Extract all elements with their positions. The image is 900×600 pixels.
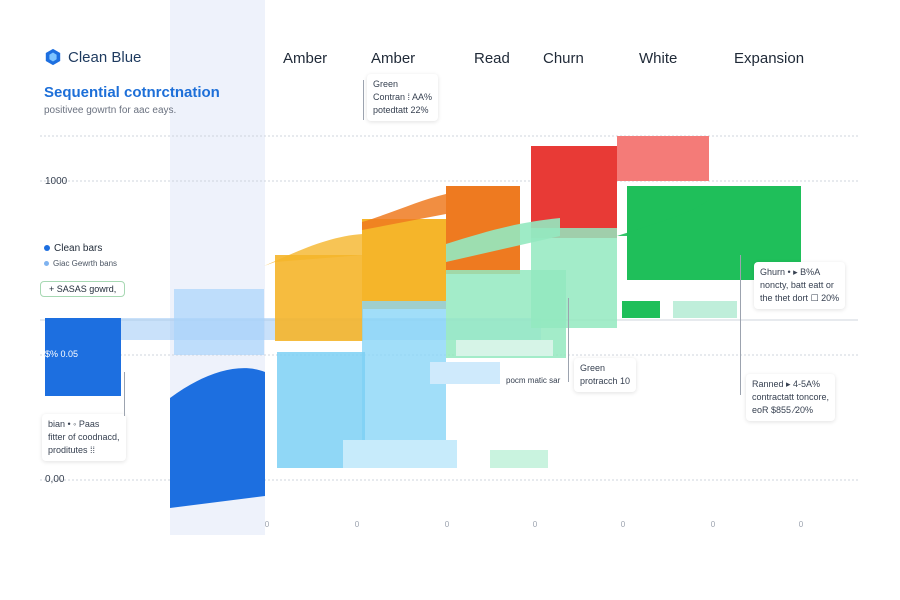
bar-connector	[617, 200, 709, 236]
legend-swatch	[44, 245, 50, 252]
bar-block	[617, 136, 709, 181]
column-header: Expansion	[734, 50, 805, 67]
annotation-right-bottom: Ranned ▸ 4-5A% contractatt toncore, eoR …	[746, 374, 836, 421]
chart-title: Sequential cotnrctnation	[44, 84, 220, 101]
annotation-line: contractatt toncore,	[752, 392, 830, 402]
annotation-title: Green	[580, 363, 606, 373]
bar-block	[343, 440, 457, 468]
bar-block	[622, 301, 660, 318]
annotation-line: Ghurn • ▸ B%A	[760, 267, 821, 277]
bar-block	[275, 255, 363, 341]
annotation-line: noncty, batt eatt or	[760, 280, 834, 290]
x-tick-label: 0	[798, 520, 804, 529]
annotation-top: Green Contran ⁞ AA% potedtatt 22%	[367, 74, 439, 121]
annotation-line: potedtatt 22%	[373, 105, 429, 115]
bar-block	[531, 228, 617, 328]
legend-item[interactable]: Clean bars	[44, 243, 117, 254]
annotation-leader	[740, 255, 741, 395]
column-header: White	[639, 50, 678, 67]
annotation-line: bian • ◦ Paas	[48, 419, 100, 429]
annotation-line: eoR $855 ⁄20%	[752, 405, 814, 415]
annotation-left-bottom: bian • ◦ Paas fitter of coodnacd, prodit…	[42, 414, 126, 461]
hexagon-logo-icon	[45, 48, 61, 66]
column-header: Amber	[371, 50, 416, 67]
annotation-leader	[568, 298, 569, 382]
bar-connector	[446, 218, 560, 262]
brand-name: Clean Blue	[68, 48, 142, 66]
x-tick-label: 0	[620, 520, 626, 529]
y-tick-label: 1000	[45, 176, 68, 187]
annotation-mid: Green protracch 10	[574, 358, 637, 392]
column-header: Amber	[283, 50, 328, 67]
bar-block	[430, 362, 500, 384]
bar-connector	[264, 234, 363, 266]
annotation-line: Contran ⁞ AA%	[373, 92, 433, 102]
annotation-line: fitter of coodnacd,	[48, 432, 120, 442]
column-header: Churn	[543, 50, 584, 67]
x-tick-label: 0	[354, 520, 360, 529]
x-tick-label: 0	[444, 520, 450, 529]
bar-connector	[362, 194, 446, 230]
bar-block	[45, 318, 121, 396]
add-series-pill[interactable]: + SASAS gowrd,	[40, 281, 126, 297]
value-label: $% 0.05	[45, 349, 79, 359]
chart-subtitle: positivee gowrtn for aac eays.	[44, 105, 177, 116]
column-header: Read	[474, 50, 510, 67]
annotation-line: protracch 10	[580, 376, 631, 386]
x-tick-label: 0	[710, 520, 716, 529]
legend: Clean bars Giac Gewrth bans	[44, 243, 117, 268]
annotation-right-top: Ghurn • ▸ B%A noncty, batt eatt or the t…	[754, 262, 846, 309]
annotation-line: the thet dort ☐ 20%	[760, 293, 840, 303]
annotation-line: Ranned ▸ 4-5A%	[752, 379, 821, 389]
x-tick-label: 0	[264, 520, 270, 529]
annotation-leader	[124, 372, 125, 416]
bar-block	[456, 340, 553, 356]
annotation-line: proditutes ⁞⁞	[48, 445, 96, 455]
legend-label: Clean bars	[54, 243, 103, 254]
y-tick-label: 0,00	[45, 474, 65, 485]
bar-block	[170, 368, 265, 508]
bar-block	[362, 219, 446, 309]
legend-label: Giac Gewrth bans	[53, 259, 118, 268]
annotation-side-text: pocm matic sar	[506, 376, 561, 385]
brand: Clean Blue	[44, 48, 141, 66]
bar-block	[673, 301, 737, 318]
legend-item[interactable]: Giac Gewrth bans	[44, 259, 117, 268]
legend-swatch	[44, 261, 49, 267]
annotation-title: Green	[373, 79, 399, 89]
bar-block	[490, 450, 548, 468]
x-tick-label: 0	[532, 520, 538, 529]
annotation-leader	[363, 80, 364, 120]
bar-block	[174, 289, 264, 355]
